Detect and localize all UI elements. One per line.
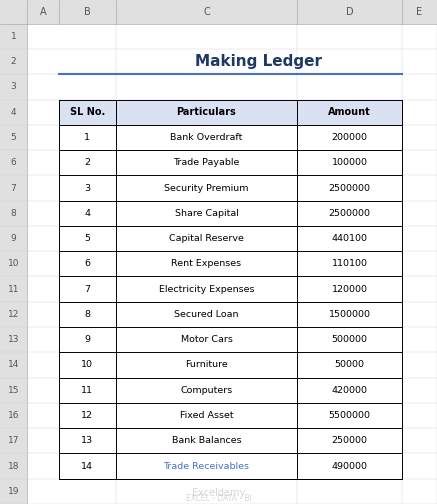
Text: 8: 8 bbox=[84, 310, 90, 319]
Text: D: D bbox=[346, 7, 354, 17]
Text: 12: 12 bbox=[8, 310, 19, 319]
Text: EXCEL - DATA - BI: EXCEL - DATA - BI bbox=[186, 494, 251, 503]
Text: Capital Reserve: Capital Reserve bbox=[169, 234, 244, 243]
Text: 2: 2 bbox=[11, 57, 16, 66]
Text: 250000: 250000 bbox=[332, 436, 368, 446]
Text: 16: 16 bbox=[8, 411, 19, 420]
Text: 500000: 500000 bbox=[332, 335, 368, 344]
Text: Secured Loan: Secured Loan bbox=[174, 310, 239, 319]
Bar bbox=[59, 428, 402, 454]
Text: 11: 11 bbox=[81, 386, 94, 395]
Text: 18: 18 bbox=[8, 462, 19, 471]
Bar bbox=[0, 0, 27, 24]
Text: E: E bbox=[416, 7, 423, 17]
Bar bbox=[59, 327, 402, 352]
Bar bbox=[59, 226, 402, 251]
Text: Furniture: Furniture bbox=[185, 360, 228, 369]
Bar bbox=[59, 150, 402, 175]
Text: 1: 1 bbox=[84, 133, 90, 142]
Text: Security Premium: Security Premium bbox=[164, 183, 249, 193]
Text: 110100: 110100 bbox=[332, 260, 368, 268]
Text: B: B bbox=[84, 7, 91, 17]
Text: Fixed Asset: Fixed Asset bbox=[180, 411, 233, 420]
Text: SL No.: SL No. bbox=[70, 107, 105, 117]
Text: Bank Balances: Bank Balances bbox=[172, 436, 241, 446]
Text: 1: 1 bbox=[10, 32, 17, 41]
Text: Trade Receivables: Trade Receivables bbox=[163, 462, 250, 471]
Bar bbox=[59, 125, 402, 150]
Text: A: A bbox=[40, 7, 46, 17]
Text: Exceldemy: Exceldemy bbox=[192, 488, 245, 498]
Bar bbox=[59, 454, 402, 479]
Bar bbox=[59, 377, 402, 403]
Text: 3: 3 bbox=[84, 183, 90, 193]
Text: 13: 13 bbox=[8, 335, 19, 344]
Bar bbox=[59, 403, 402, 428]
Bar bbox=[59, 277, 402, 302]
Text: 100000: 100000 bbox=[332, 158, 368, 167]
Text: 6: 6 bbox=[10, 158, 17, 167]
Text: Making Ledger: Making Ledger bbox=[195, 54, 323, 69]
Text: 19: 19 bbox=[8, 487, 19, 496]
Text: 5500000: 5500000 bbox=[329, 411, 371, 420]
Text: 14: 14 bbox=[8, 360, 19, 369]
Text: Share Capital: Share Capital bbox=[174, 209, 239, 218]
Text: 9: 9 bbox=[10, 234, 17, 243]
Text: C: C bbox=[203, 7, 210, 17]
Bar bbox=[59, 201, 402, 226]
Text: 4: 4 bbox=[84, 209, 90, 218]
Text: 200000: 200000 bbox=[332, 133, 368, 142]
Text: 5: 5 bbox=[84, 234, 90, 243]
Text: 14: 14 bbox=[81, 462, 94, 471]
Text: Amount: Amount bbox=[328, 107, 371, 117]
Text: Electricity Expenses: Electricity Expenses bbox=[159, 285, 254, 294]
Text: 9: 9 bbox=[84, 335, 90, 344]
Text: Rent Expenses: Rent Expenses bbox=[171, 260, 242, 268]
Text: 2500000: 2500000 bbox=[329, 183, 371, 193]
Text: 13: 13 bbox=[81, 436, 94, 446]
Bar bbox=[0, 0, 27, 504]
Text: 3: 3 bbox=[10, 82, 17, 91]
Text: 2500000: 2500000 bbox=[329, 209, 371, 218]
Text: 15: 15 bbox=[8, 386, 19, 395]
Bar bbox=[59, 352, 402, 377]
Text: 7: 7 bbox=[84, 285, 90, 294]
Text: Trade Payable: Trade Payable bbox=[173, 158, 239, 167]
Text: 120000: 120000 bbox=[332, 285, 368, 294]
Text: 490000: 490000 bbox=[332, 462, 368, 471]
Text: 8: 8 bbox=[10, 209, 17, 218]
Bar bbox=[59, 175, 402, 201]
Text: Particulars: Particulars bbox=[177, 107, 236, 117]
Text: Computers: Computers bbox=[180, 386, 232, 395]
Bar bbox=[59, 302, 402, 327]
Text: 11: 11 bbox=[8, 285, 19, 294]
Text: 5: 5 bbox=[10, 133, 17, 142]
Text: 4: 4 bbox=[11, 108, 16, 116]
Bar bbox=[0, 0, 437, 24]
Text: 420000: 420000 bbox=[332, 386, 368, 395]
Text: Motor Cars: Motor Cars bbox=[180, 335, 232, 344]
Text: 440100: 440100 bbox=[332, 234, 368, 243]
Text: 7: 7 bbox=[10, 183, 17, 193]
Bar bbox=[59, 251, 402, 277]
Text: 10: 10 bbox=[81, 360, 94, 369]
Text: Bank Overdraft: Bank Overdraft bbox=[170, 133, 243, 142]
Text: 1500000: 1500000 bbox=[329, 310, 371, 319]
Text: 50000: 50000 bbox=[335, 360, 364, 369]
Bar bbox=[59, 99, 402, 125]
Text: 6: 6 bbox=[84, 260, 90, 268]
Text: 10: 10 bbox=[8, 260, 19, 268]
Text: 17: 17 bbox=[8, 436, 19, 446]
Text: 2: 2 bbox=[84, 158, 90, 167]
Text: 12: 12 bbox=[81, 411, 94, 420]
